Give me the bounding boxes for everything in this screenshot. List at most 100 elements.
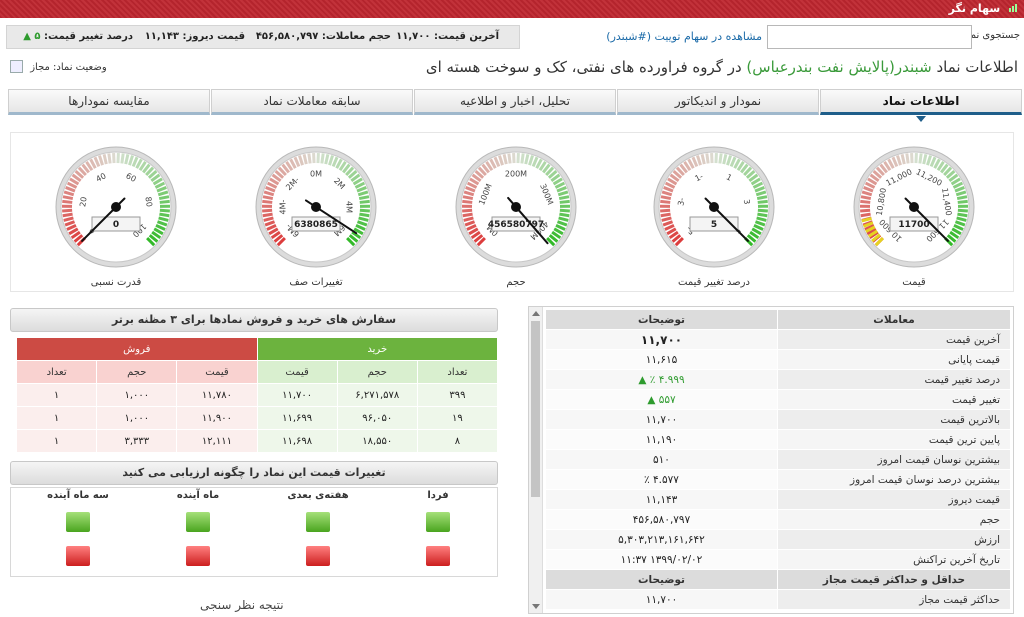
gauge-band-tick [71, 173, 82, 183]
scroll-thumb[interactable] [531, 321, 540, 497]
gauge-band-tick [954, 186, 965, 193]
gauge-band-tick [957, 199, 968, 204]
row-value: ۱۱,۱۹۰ [545, 429, 778, 450]
gauge-band-tick [933, 158, 941, 169]
gauge-readout: 5 [711, 220, 717, 230]
gauge-band-tick [151, 230, 162, 240]
sell-col-price: قیمت [176, 360, 258, 384]
gauge-band-tick [745, 170, 756, 179]
gauge-band-tick [324, 153, 330, 165]
gauge-band-tick [860, 208, 871, 213]
scroll-up-icon[interactable] [532, 311, 540, 316]
gauge-band-tick [358, 195, 370, 201]
gauge-band-tick [757, 208, 768, 213]
table-row: حجم ۴۵۶,۵۸۰,۷۹۷ [545, 509, 1011, 530]
gauge-band-tick [555, 223, 566, 231]
gauge-band-tick [338, 160, 347, 171]
gauge-band-tick [861, 216, 872, 223]
gauge-band-tick [265, 186, 276, 193]
vote-up-tomorrow-icon[interactable] [426, 512, 450, 532]
gauge-band-tick [263, 190, 275, 197]
gauge-band-tick [683, 160, 692, 171]
table-row: ارزش ۵,۳۰۳,۲۱۳,۱۶۱,۶۴۲ [545, 529, 1011, 550]
prediction-col-title: ماه آینده [176, 490, 220, 501]
gauge-band-tick [74, 170, 85, 179]
gauge-band-tick [62, 208, 73, 213]
vote-down-week-icon[interactable] [306, 546, 330, 566]
gauge-band-tick [550, 173, 561, 183]
gauge-band-tick [955, 190, 967, 197]
gauge-band-tick [754, 186, 765, 193]
table-row: قیمت پایانی ۱۱,۶۱۵ [545, 349, 1011, 370]
gauge-band-tick [502, 153, 508, 165]
gauge-tick-label: 0M [310, 170, 322, 179]
gauge-band-tick [353, 227, 364, 236]
gauge-band-tick [860, 195, 872, 201]
gauge-readout: 11700 [898, 220, 929, 230]
vote-up-week-icon[interactable] [306, 512, 330, 532]
buy-col-count: تعداد [416, 360, 499, 384]
scroll-down-icon[interactable] [532, 604, 540, 609]
gauge-band-tick [498, 155, 504, 166]
buy-count: ۱۹ [416, 406, 499, 430]
gauge-band-tick [953, 223, 964, 231]
vote-down-month-icon[interactable] [186, 546, 210, 566]
gauge-band-tick [864, 181, 876, 189]
gauge-band-tick [98, 155, 104, 166]
gauge-band-tick [660, 208, 671, 213]
prediction-col-title: هفته‌ی بعدی [287, 490, 349, 501]
gauge-band-tick [128, 155, 134, 166]
tab-compare-charts[interactable]: مقایسه نمودارها [8, 89, 210, 115]
gauge-band-tick [70, 230, 81, 240]
gauge-queue-dial: -6M-4M-2M0M2M4M6M6380865 [255, 146, 377, 268]
gauge-band-tick [152, 177, 163, 186]
active-tab-caret-icon [916, 116, 926, 122]
vote-down-tomorrow-icon[interactable] [426, 546, 450, 566]
tab-symbol-info[interactable]: اطلاعات نماد [820, 89, 1022, 122]
tab-trade-history[interactable]: سابقه معاملات نماد [211, 89, 413, 115]
gauge-band-tick [863, 186, 874, 193]
tab-chart-indicator[interactable]: نمودار و اندیکاتور [617, 89, 819, 115]
gauge-band-tick [951, 227, 962, 236]
table-row: تاریخ آخرین تراکنش ۱۳۹۹/۰۲/۰۲ ۱۱:۳۷ [545, 549, 1011, 570]
gauge-band-tick [668, 230, 679, 240]
gauge-band-tick [746, 234, 757, 243]
gauge-band-tick [865, 225, 876, 233]
gauge-band-tick [672, 170, 683, 179]
gauge-band-tick [271, 173, 282, 183]
gauge-band-tick [159, 208, 170, 213]
headline-prefix: اطلاعات نماد [936, 58, 1018, 76]
vote-down-quarter-icon[interactable] [66, 546, 90, 566]
headline-symbol[interactable]: شبندر(پالایش نفت بندرعباس) [746, 58, 932, 76]
gauge-tick-label: 11,400 [940, 187, 953, 216]
gauge-band-tick [556, 186, 567, 193]
gauge-band-tick [866, 227, 877, 236]
gauge-band-tick [462, 212, 473, 218]
gauge-band-tick [268, 227, 279, 236]
row-label: قیمت دیروز [777, 489, 1011, 510]
vote-up-month-icon[interactable] [186, 512, 210, 532]
gauge-band-tick [476, 237, 486, 247]
gauge-band-tick [466, 181, 478, 189]
gauge-band-tick [863, 221, 874, 228]
search-input[interactable] [767, 25, 972, 49]
trade-info-scrollbar[interactable] [529, 307, 543, 613]
gauge-band-tick [63, 190, 75, 197]
gauge-band-tick [891, 156, 899, 168]
tab-analysis-news[interactable]: تحلیل، اخبار و اطلاعیه [414, 89, 616, 115]
gauge-band-tick [276, 237, 286, 247]
gauge-band-tick [263, 216, 274, 222]
gauge-band-tick [81, 163, 90, 174]
gauge-band-tick [559, 212, 570, 218]
gauge-band-tick [285, 160, 294, 171]
gauge-label: درصد تغییر قیمت [678, 277, 750, 288]
headline-suffix: در گروه فراورده های نفتی، کک و سوخت هسته… [425, 58, 742, 76]
row-value: ۵,۳۰۳,۲۱۳,۱۶۱,۶۴۲ [545, 529, 778, 550]
vote-up-quarter-icon[interactable] [66, 512, 90, 532]
tweets-link[interactable]: مشاهده در سهام تویيت (#شبندر) [606, 30, 762, 43]
buy-volume: ۹۶,۰۵۰ [336, 406, 418, 430]
gauge-band-tick [153, 227, 164, 236]
gauge-band-tick [135, 158, 143, 169]
gauge-band-tick [302, 153, 308, 165]
gauge-band-tick [748, 173, 759, 183]
